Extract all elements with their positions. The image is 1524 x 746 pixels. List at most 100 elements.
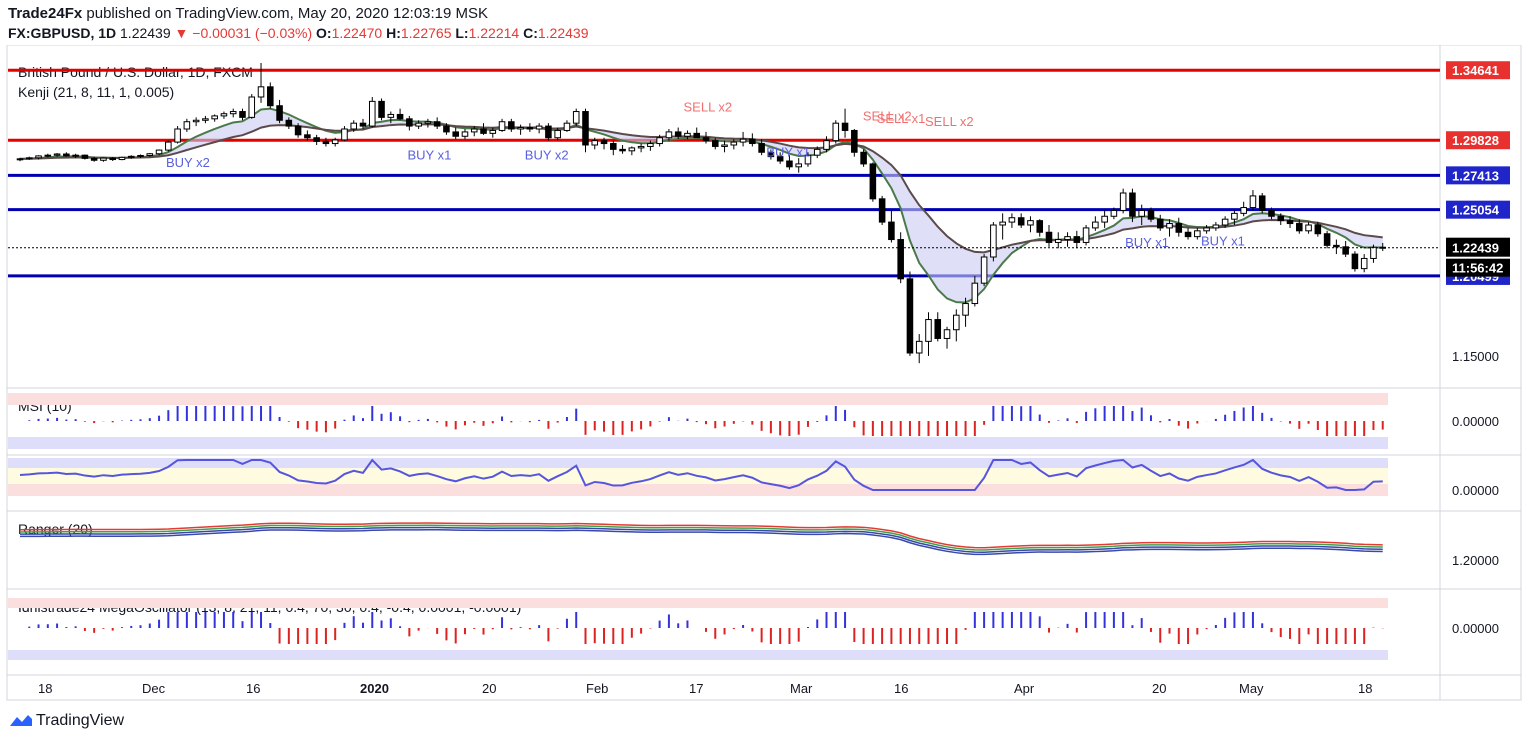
mega-upper-zone bbox=[8, 598, 1388, 608]
low-label: L: bbox=[455, 25, 469, 41]
x-tick-label: Apr bbox=[1014, 681, 1035, 696]
candle bbox=[804, 154, 812, 165]
candle bbox=[943, 329, 951, 339]
sell-signal: SELL x2 bbox=[684, 100, 733, 115]
x-tick-label: 20 bbox=[1152, 681, 1166, 696]
candle bbox=[962, 303, 969, 316]
candle bbox=[127, 155, 135, 158]
buy-signal: BUY x1 bbox=[408, 148, 452, 163]
close-label: C: bbox=[523, 25, 538, 41]
sell-signal: SELL x2 bbox=[925, 114, 974, 129]
candle bbox=[508, 121, 515, 130]
tradingview-logo[interactable]: TradingView bbox=[10, 712, 124, 730]
candle bbox=[1156, 218, 1164, 229]
candle bbox=[1203, 227, 1210, 232]
candle bbox=[1175, 223, 1183, 233]
candle bbox=[90, 157, 98, 161]
x-tick-label: 16 bbox=[894, 681, 908, 696]
ranger-line bbox=[19, 529, 1383, 556]
candle bbox=[1166, 223, 1173, 229]
candle bbox=[647, 143, 654, 147]
price-level-tag bbox=[1446, 131, 1510, 150]
candle bbox=[628, 147, 636, 152]
buy-signal: BUY x1 bbox=[766, 145, 810, 160]
candle bbox=[359, 122, 367, 127]
symbol-label: FX:GBPUSD, 1D bbox=[8, 25, 117, 41]
candle bbox=[1119, 192, 1127, 211]
candle bbox=[934, 319, 942, 339]
close-value: 1.22439 bbox=[537, 25, 589, 41]
candle bbox=[100, 157, 107, 161]
candle bbox=[461, 131, 469, 137]
candle bbox=[183, 121, 191, 130]
candle bbox=[1305, 224, 1312, 232]
candle bbox=[572, 111, 580, 124]
candle bbox=[1286, 220, 1294, 225]
open-value: 1.22470 bbox=[331, 25, 383, 41]
kenji-line bbox=[19, 123, 1383, 254]
candle bbox=[350, 122, 358, 130]
candle bbox=[44, 154, 52, 157]
x-tick-label: 20 bbox=[482, 681, 496, 696]
last-price: 1.22439 bbox=[120, 25, 171, 41]
last-price-value: 1.22439 bbox=[1452, 241, 1499, 256]
x-tick-label: Dec bbox=[142, 681, 166, 696]
candle bbox=[1342, 246, 1349, 255]
candle bbox=[1064, 236, 1071, 241]
candle bbox=[563, 122, 571, 131]
candle bbox=[248, 96, 256, 118]
candle bbox=[1017, 217, 1025, 226]
tdi-line bbox=[19, 458, 1383, 491]
kenji-line bbox=[19, 107, 1383, 304]
tdi-upper-zone bbox=[8, 458, 1388, 468]
tradingview-logo-text: TradingView bbox=[36, 712, 125, 729]
sell-signal: SELL x1 bbox=[877, 111, 926, 126]
candle bbox=[1184, 231, 1192, 238]
low-value: 1.22214 bbox=[468, 25, 520, 41]
price-level-tag bbox=[1446, 61, 1510, 80]
buy-signal: BUY x1 bbox=[1201, 233, 1245, 248]
candle bbox=[1314, 224, 1322, 235]
candle bbox=[1323, 233, 1331, 246]
candle bbox=[118, 156, 126, 161]
candle bbox=[1045, 231, 1053, 243]
candle bbox=[229, 111, 237, 115]
candle bbox=[535, 125, 543, 130]
msi-upper-zone bbox=[8, 393, 1388, 405]
candle bbox=[1231, 212, 1238, 220]
candle bbox=[656, 137, 663, 145]
candle bbox=[498, 121, 506, 131]
candle bbox=[591, 140, 599, 146]
candle bbox=[758, 143, 765, 153]
buy-signal: BUY x1 bbox=[1125, 235, 1169, 250]
candle bbox=[257, 86, 265, 98]
candle bbox=[582, 111, 589, 146]
candle bbox=[776, 156, 784, 162]
candle bbox=[1194, 230, 1201, 238]
candle bbox=[851, 129, 858, 153]
candle bbox=[137, 154, 144, 157]
x-tick-label: 17 bbox=[689, 681, 703, 696]
candle bbox=[53, 153, 61, 156]
candle bbox=[1333, 244, 1340, 248]
candle bbox=[470, 128, 478, 133]
pane-y-tick: 0.00000 bbox=[1452, 483, 1499, 498]
publisher-name[interactable]: Trade24Fx bbox=[8, 5, 83, 22]
candle bbox=[1221, 218, 1229, 226]
candle bbox=[415, 122, 422, 127]
x-tick-label: 18 bbox=[1358, 681, 1372, 696]
chart-canvas[interactable]: British Pound / U.S. Dollar, 1D, FXCM Ken… bbox=[0, 45, 1524, 705]
candle bbox=[192, 119, 200, 123]
candle bbox=[1277, 215, 1285, 222]
candle bbox=[684, 132, 691, 137]
candle bbox=[1092, 221, 1099, 229]
candle bbox=[239, 111, 246, 118]
candle bbox=[1138, 209, 1145, 217]
candle bbox=[489, 129, 497, 134]
candle bbox=[721, 144, 728, 147]
buy-signal: BUY x2 bbox=[525, 148, 569, 163]
candle bbox=[25, 157, 33, 160]
candle bbox=[619, 148, 626, 152]
pane-y-tick: 1.20000 bbox=[1452, 553, 1499, 568]
candle bbox=[1360, 257, 1368, 270]
